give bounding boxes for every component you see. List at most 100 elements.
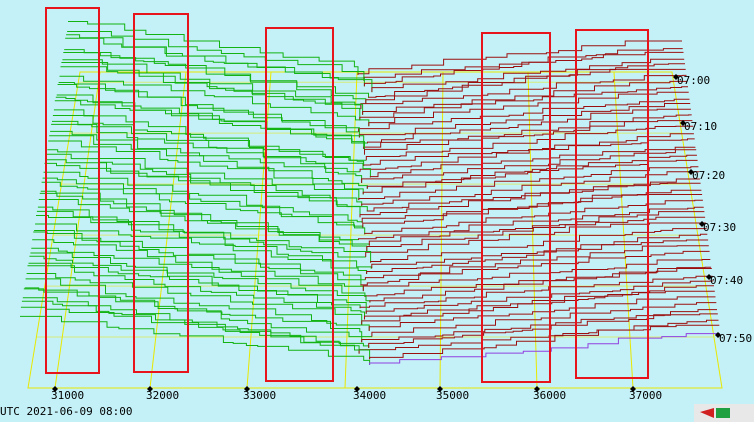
bid-line (43, 171, 363, 223)
ask-line (369, 146, 696, 178)
highlight-box (575, 29, 649, 379)
bid-line (65, 37, 373, 93)
ask-line (366, 239, 709, 274)
ask-line (368, 296, 716, 331)
x-tick-marker (52, 386, 58, 392)
bid-line (59, 75, 370, 127)
ask-line (363, 51, 684, 87)
time-tick-marker (680, 120, 686, 126)
bid-line (30, 252, 371, 303)
highlight-box (481, 32, 551, 383)
ask-line (367, 108, 691, 144)
bid-line (50, 130, 363, 183)
bid-line (25, 278, 370, 331)
timestamp: UTC 2021-06-09 08:00 (0, 405, 132, 418)
bid-line (45, 159, 368, 212)
x-tick-label: 32000 (146, 389, 179, 402)
x-tick-marker (534, 386, 540, 392)
time-tick-label: 07:00 (677, 74, 710, 87)
ask-line (363, 114, 692, 149)
time-tick-marker (699, 221, 705, 227)
ask-line (364, 199, 703, 235)
time-tick-marker (673, 74, 679, 80)
ask-line (362, 80, 688, 115)
bid-line (44, 162, 361, 218)
ask-line (365, 222, 706, 257)
x-tick-marker (147, 386, 153, 392)
bid-line (36, 210, 372, 263)
time-tick-label: 07:40 (710, 274, 743, 287)
x-tick-label: 37000 (629, 389, 662, 402)
ask-line (357, 40, 682, 75)
bid-line (22, 297, 370, 348)
time-tick-marker (688, 169, 694, 175)
ask-line (358, 103, 691, 138)
depth-lines (20, 21, 720, 365)
bid-line (28, 262, 367, 314)
ask-line (362, 259, 711, 292)
ask-line (364, 285, 714, 320)
bid-line (39, 192, 370, 246)
highlight-boxes (45, 7, 649, 383)
ask-line (368, 91, 689, 127)
ask-line (362, 159, 698, 195)
bid-line (35, 223, 368, 274)
time-tick-marker (706, 274, 712, 280)
x-tick-label: 33000 (243, 389, 276, 402)
ask-line (359, 182, 701, 218)
floor-grid-line (344, 71, 358, 389)
bid-line (47, 149, 360, 201)
ask-line (371, 233, 708, 269)
time-tick-label: 07:10 (684, 120, 717, 133)
bid-line (27, 265, 365, 320)
ask-line (369, 268, 712, 303)
ask-line (369, 324, 720, 360)
bid-line (64, 49, 369, 98)
bid-line (60, 66, 361, 121)
x-tick-label: 31000 (51, 389, 84, 402)
ask-line (359, 275, 713, 309)
x-tick-marker (437, 386, 443, 392)
ask-line (371, 58, 685, 93)
highlight-box (133, 13, 189, 373)
icon-part (716, 408, 730, 418)
floor-outline (27, 71, 723, 389)
ask-line (360, 74, 687, 110)
bid-line (51, 123, 371, 178)
bid-line (26, 273, 363, 326)
bid-line (68, 21, 359, 75)
bid-line (36, 215, 372, 269)
ask-line (363, 133, 694, 166)
ask-line (364, 245, 709, 280)
ask-line (358, 166, 699, 201)
x-tick-label: 36000 (533, 389, 566, 402)
time-tick-label: 07:50 (719, 332, 752, 345)
ask-line (360, 250, 710, 286)
ask-line (371, 302, 717, 337)
bid-line (66, 34, 365, 87)
bid-line (48, 140, 364, 195)
ask-line (366, 216, 706, 252)
bid-line (63, 52, 367, 104)
time-tick-label: 07:20 (692, 169, 725, 182)
bid-line (32, 239, 364, 292)
x-tick-marker (244, 386, 250, 392)
ask-line (370, 228, 707, 263)
bid-line (20, 306, 371, 360)
ask-line (365, 125, 694, 161)
bid-line (54, 100, 365, 155)
bid-line (24, 287, 372, 338)
ask-line (362, 194, 703, 229)
bid-line (42, 177, 364, 229)
icon-part (700, 408, 714, 418)
ask-line (369, 333, 720, 365)
ask-line (358, 206, 704, 240)
ask-line (365, 280, 714, 314)
x-tick-marker (630, 386, 636, 392)
ask-line (364, 266, 712, 297)
bid-line (34, 230, 366, 281)
time-tick-marker (715, 332, 721, 338)
corner-icon (694, 404, 754, 422)
